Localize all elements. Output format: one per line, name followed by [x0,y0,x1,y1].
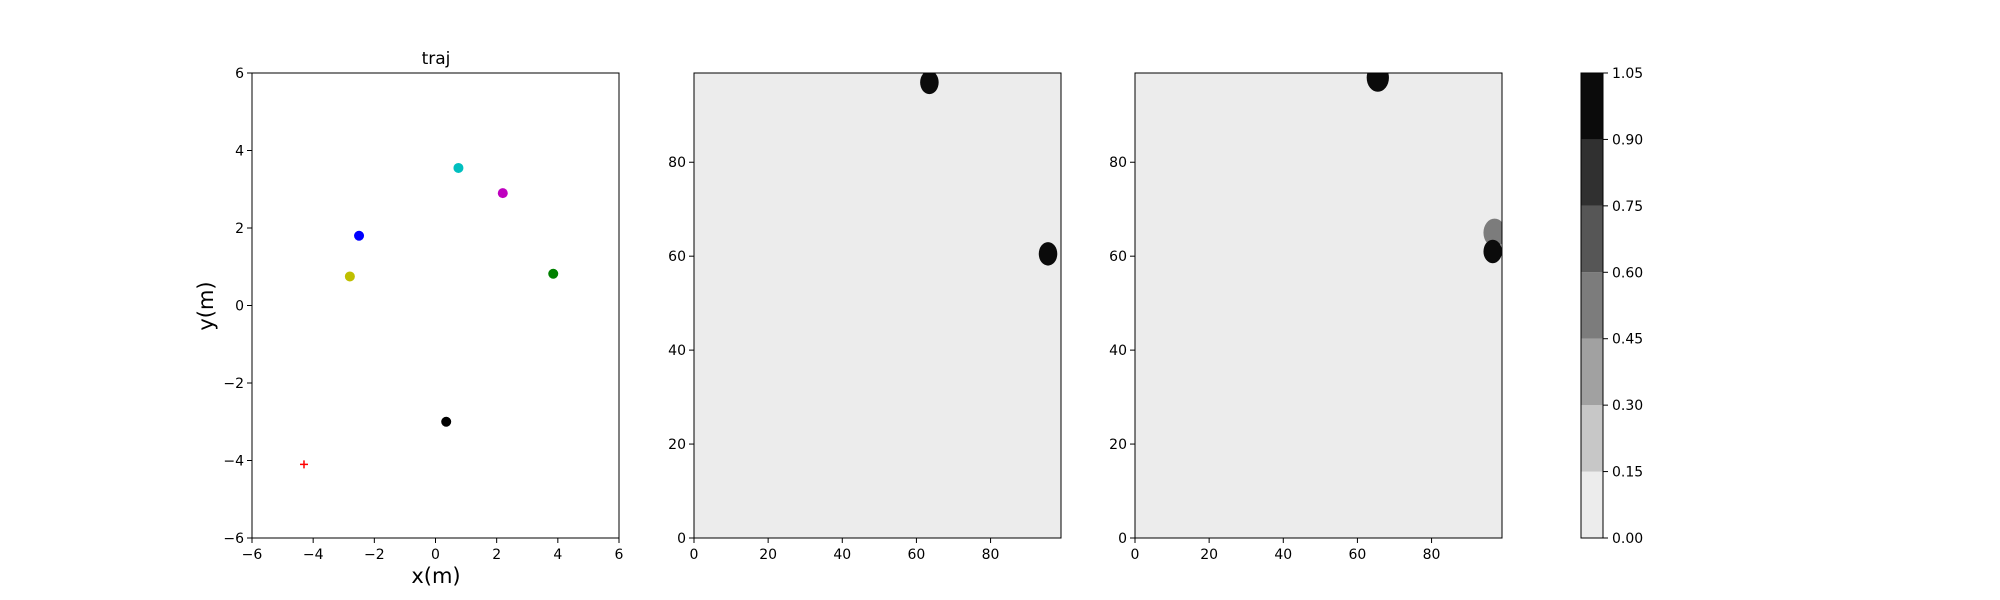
heatmap-2-x-tick-label: 20 [1200,547,1218,563]
traj-y-tick-label: −6 [223,531,244,547]
traj-axis-ticks: −6 −4 −2 0 2 4 6 −6 −4 −2 0 2 4 6 [223,66,623,563]
colorbar-band [1581,205,1603,273]
scatter-point [354,230,365,241]
colorbar-band [1581,139,1603,206]
scatter-point [548,268,559,279]
heatmap-1-background [694,73,1061,538]
heatmap-panel-2: 0 20 40 60 80 0 20 40 60 80 [1109,72,1503,563]
colorbar-tick-label: 0.60 [1612,265,1643,281]
traj-panel: traj −6 −4 −2 0 2 4 6 −6 −4 −2 0 2 4 6 x(m) y(m) [194,49,624,588]
heatmap-1-y-tick-label: 20 [668,437,686,453]
colorbar-tick-label: 0.00 [1612,531,1643,547]
heat-blob [1038,242,1058,266]
traj-y-tick-label: −2 [223,376,244,392]
colorbar-tick-label: 1.05 [1612,66,1643,82]
colorbar-tick-label: 0.15 [1612,465,1643,481]
y-axis-label: y(m) [194,281,218,330]
traj-x-tick-label: 4 [553,547,562,563]
heatmap-1-frame [693,72,1062,539]
traj-x-tick-label: 0 [431,547,440,563]
heatmap-1-y-tick-label: 0 [677,531,686,547]
traj-y-tick-label: 0 [235,299,244,315]
heatmap-2-axis-ticks: 0 20 40 60 80 0 20 40 60 80 [1109,155,1440,563]
traj-x-tick-label: 2 [492,547,501,563]
traj-y-tick-label: −4 [223,454,244,470]
colorbar-band [1581,272,1603,339]
traj-plot-area [251,72,620,539]
heatmap-1-x-tick-label: 20 [759,547,777,563]
colorbar-frame [1580,72,1604,539]
chart-title: traj [422,49,451,69]
scatter-point [441,416,452,427]
colorbar-band [1581,405,1603,472]
traj-y-tick-label: 2 [235,221,244,237]
heatmap-panel-1: 0 20 40 60 80 0 20 40 60 80 [668,72,1062,563]
heatmap-1-x-tick-label: 60 [908,547,926,563]
heatmap-2-frame [1134,72,1503,539]
colorbar-tick-label: 0.30 [1612,398,1643,414]
heatmap-1-x-tick-label: 40 [833,547,851,563]
heatmap-2-y-tick-label: 40 [1109,343,1127,359]
heatmap-1-axis-ticks: 0 20 40 60 80 0 20 40 60 80 [668,155,999,563]
heatmap-2-x-tick-label: 60 [1349,547,1367,563]
colorbar-tick-label: 0.90 [1612,132,1643,148]
colorbar-tick-label: 0.75 [1612,199,1643,215]
heat-blob [1483,218,1502,247]
colorbar-tick-label: 0.45 [1612,332,1643,348]
heatmap-1-x-tick-label: 80 [982,547,1000,563]
heatmap-2-y-tick-label: 80 [1109,155,1127,171]
heat-blob [1366,73,1389,92]
traj-x-tick-label: −6 [242,547,263,563]
heatmap-1-y-tick-label: 40 [668,343,686,359]
traj-points [299,162,559,469]
colorbar-ticks: 0.00 0.15 0.30 0.45 0.60 0.75 0.90 1.05 [1603,66,1643,547]
x-axis-label: x(m) [411,564,460,588]
heatmap-2-background [1135,73,1502,538]
heat-blob [1483,239,1502,264]
colorbar: 0.00 0.15 0.30 0.45 0.60 0.75 0.90 1.05 [1580,66,1643,547]
colorbar-band [1581,471,1603,538]
heatmap-1-blobs [920,73,1058,266]
heatmap-2-y-tick-label: 20 [1109,437,1127,453]
heatmap-2-x-tick-label: 40 [1274,547,1292,563]
heatmap-2-x-tick-label: 80 [1423,547,1441,563]
colorbar-bands [1581,73,1603,538]
heatmap-2-y-tick-label: 0 [1118,531,1127,547]
traj-y-tick-label: 4 [235,144,244,160]
colorbar-band [1581,73,1603,140]
traj-y-tick-label: 6 [235,66,244,82]
heat-blob [920,73,939,95]
heatmap-2-blobs [1366,73,1502,264]
traj-x-tick-label: −4 [303,547,324,563]
heatmap-1-x-tick-label: 0 [690,547,699,563]
scatter-point [453,162,464,173]
traj-x-tick-label: −2 [364,547,385,563]
plus-point [299,460,308,469]
scatter-point [344,271,355,282]
scatter-point [497,188,508,199]
heatmap-2-x-tick-label: 0 [1131,547,1140,563]
heatmap-2-y-tick-label: 60 [1109,249,1127,265]
heatmap-1-y-tick-label: 60 [668,249,686,265]
colorbar-band [1581,338,1603,406]
traj-x-tick-label: 6 [615,547,624,563]
heatmap-1-y-tick-label: 80 [668,155,686,171]
